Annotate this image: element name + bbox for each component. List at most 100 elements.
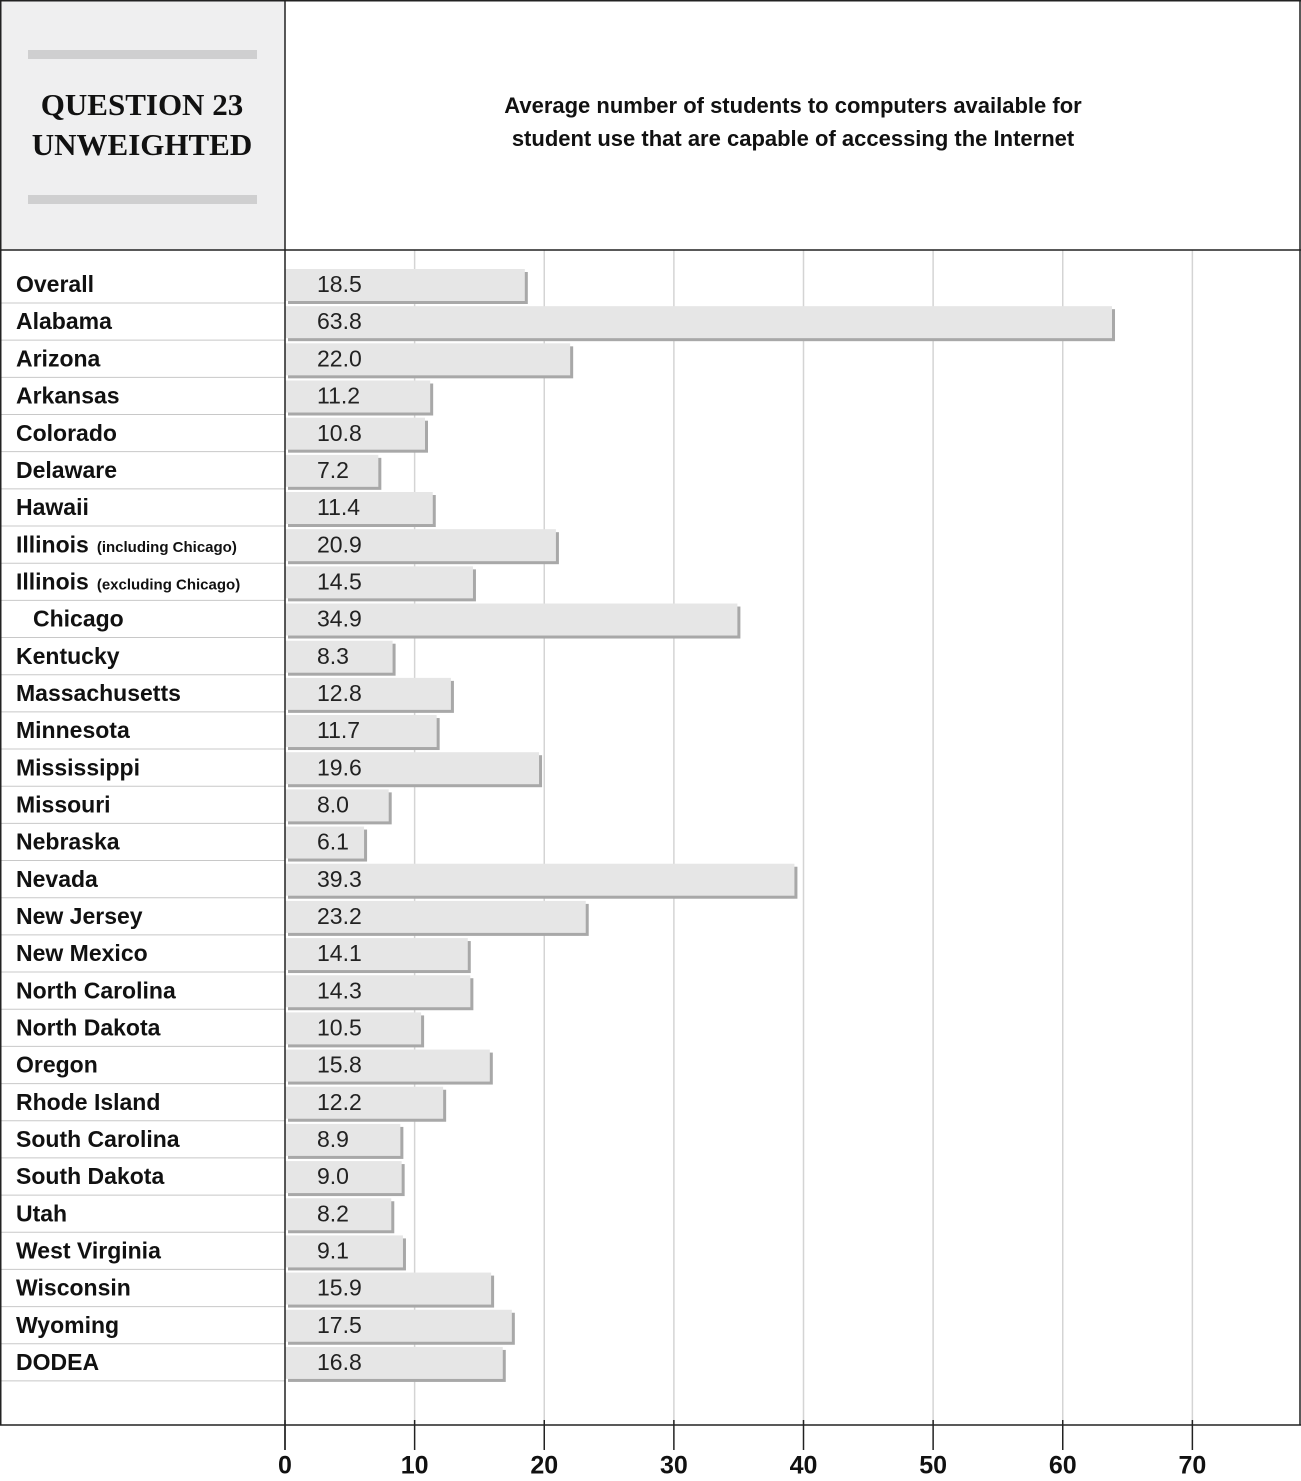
bar bbox=[285, 529, 556, 562]
category-label: Missouri bbox=[16, 791, 111, 817]
value-label: 16.8 bbox=[317, 1349, 362, 1375]
category-label: Arkansas bbox=[16, 383, 120, 409]
rows: 01020304050607080Overall18.5Alabama63.8A… bbox=[0, 269, 1206, 1480]
category-label: Nevada bbox=[16, 866, 98, 892]
value-label: 12.2 bbox=[317, 1089, 362, 1115]
bar bbox=[285, 380, 431, 413]
chart-title: Average number of students to computers … bbox=[504, 93, 1082, 118]
bar bbox=[285, 677, 451, 710]
bar bbox=[285, 1309, 512, 1342]
value-label: 12.8 bbox=[317, 680, 362, 706]
grid bbox=[284, 250, 1194, 1450]
x-tick-label: 10 bbox=[401, 1452, 429, 1480]
value-label: 14.3 bbox=[317, 977, 362, 1003]
value-label: 7.2 bbox=[317, 457, 349, 483]
value-label: 22.0 bbox=[317, 345, 362, 371]
category-label: Colorado bbox=[16, 420, 117, 446]
category-note: (including Chicago) bbox=[97, 539, 237, 556]
bar bbox=[285, 975, 471, 1008]
category-note: (excluding Chicago) bbox=[97, 576, 240, 593]
category-label: Wyoming bbox=[16, 1312, 119, 1338]
frame bbox=[0, 0, 1301, 1450]
value-label: 6.1 bbox=[317, 829, 349, 855]
category-label: Overall bbox=[16, 271, 94, 297]
bar bbox=[285, 900, 586, 933]
bar bbox=[285, 1272, 492, 1305]
bar bbox=[285, 566, 473, 599]
bar bbox=[285, 492, 433, 525]
category-label: West Virginia bbox=[16, 1237, 161, 1263]
x-tick-label: 0 bbox=[278, 1452, 292, 1480]
bar bbox=[285, 343, 571, 376]
x-tick-label: 20 bbox=[530, 1452, 558, 1480]
bar bbox=[285, 603, 738, 636]
category-label: Illinois bbox=[16, 568, 89, 594]
panel-label: UNWEIGHTED bbox=[32, 127, 252, 162]
bar bbox=[285, 1049, 490, 1082]
category-label: Kentucky bbox=[16, 643, 120, 669]
panel-rule bbox=[28, 195, 257, 204]
bar bbox=[285, 269, 525, 301]
bar bbox=[285, 863, 795, 896]
bar bbox=[285, 752, 540, 785]
x-tick-label: 40 bbox=[790, 1452, 818, 1480]
value-label: 39.3 bbox=[317, 866, 362, 892]
bar bbox=[285, 306, 1113, 339]
value-label: 63.8 bbox=[317, 308, 362, 334]
category-label: Massachusetts bbox=[16, 680, 181, 706]
value-label: 11.2 bbox=[317, 383, 360, 409]
value-label: 8.3 bbox=[317, 643, 349, 669]
bar bbox=[285, 1123, 401, 1156]
category-label: Alabama bbox=[16, 308, 112, 334]
chart-title: student use that are capable of accessin… bbox=[512, 126, 1075, 151]
bar bbox=[285, 789, 389, 822]
value-label: 15.8 bbox=[317, 1052, 362, 1078]
value-label: 15.9 bbox=[317, 1275, 362, 1301]
category-label: Rhode Island bbox=[16, 1089, 160, 1115]
bar bbox=[285, 454, 379, 487]
value-label: 8.2 bbox=[317, 1200, 349, 1226]
category-label: Hawaii bbox=[16, 494, 89, 520]
bar bbox=[285, 1346, 503, 1379]
category-label: Oregon bbox=[16, 1052, 98, 1078]
value-label: 9.1 bbox=[317, 1237, 349, 1263]
bar bbox=[285, 1161, 402, 1194]
value-label: 34.9 bbox=[317, 606, 362, 632]
value-label: 10.5 bbox=[317, 1014, 362, 1040]
value-label: 23.2 bbox=[317, 903, 362, 929]
bar bbox=[285, 1012, 422, 1045]
category-label: South Carolina bbox=[16, 1126, 180, 1152]
x-tick-label: 50 bbox=[919, 1452, 947, 1480]
bar bbox=[285, 826, 365, 859]
bar bbox=[285, 1086, 444, 1119]
category-label: Illinois bbox=[16, 531, 89, 557]
category-label: Utah bbox=[16, 1200, 67, 1226]
bar bbox=[285, 938, 468, 971]
category-label: South Dakota bbox=[16, 1163, 164, 1189]
category-label: North Dakota bbox=[16, 1014, 161, 1040]
x-tick-label: 70 bbox=[1178, 1452, 1206, 1480]
x-tick-label: 30 bbox=[660, 1452, 688, 1480]
category-label: New Jersey bbox=[16, 903, 143, 929]
category-label: Nebraska bbox=[16, 829, 120, 855]
category-label: Mississippi bbox=[16, 754, 140, 780]
bar bbox=[285, 1235, 403, 1268]
panel-background bbox=[0, 0, 285, 250]
panel-label: QUESTION 23 bbox=[41, 87, 243, 122]
value-label: 14.1 bbox=[317, 940, 362, 966]
value-label: 20.9 bbox=[317, 531, 362, 557]
bar bbox=[285, 715, 437, 748]
bar bbox=[285, 640, 393, 673]
value-label: 8.9 bbox=[317, 1126, 349, 1152]
category-label: Arizona bbox=[16, 345, 101, 371]
bar bbox=[285, 1198, 392, 1231]
category-label: Wisconsin bbox=[16, 1275, 131, 1301]
x-tick-label: 60 bbox=[1049, 1452, 1077, 1480]
value-label: 19.6 bbox=[317, 754, 362, 780]
bar bbox=[285, 417, 425, 450]
category-label: North Carolina bbox=[16, 977, 176, 1003]
value-label: 14.5 bbox=[317, 568, 362, 594]
category-label: Chicago bbox=[33, 606, 124, 632]
value-label: 17.5 bbox=[317, 1312, 362, 1338]
